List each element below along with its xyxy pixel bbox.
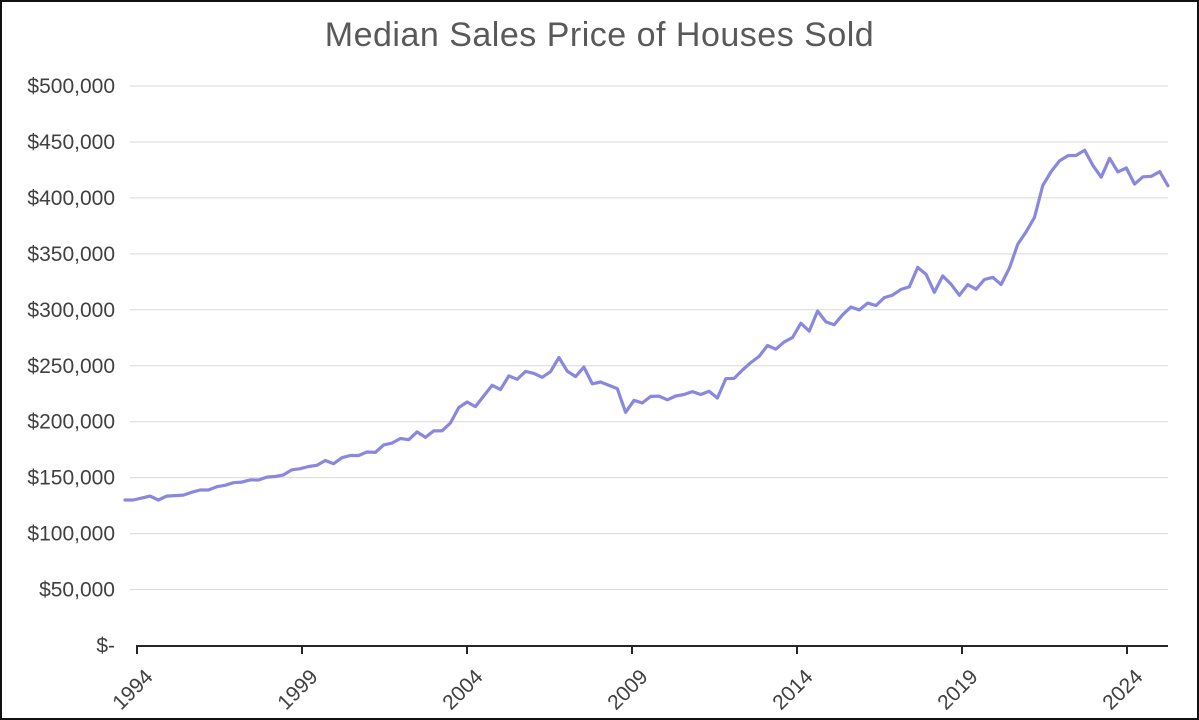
x-tick-label: 2009 (603, 665, 652, 714)
x-axis (136, 645, 1168, 654)
y-tick-label: $50,000 (39, 579, 115, 602)
y-tick-label: $300,000 (27, 299, 115, 322)
y-tick-label: $350,000 (27, 243, 115, 266)
price-series-line (123, 148, 1170, 502)
x-tick-label: 2019 (933, 665, 982, 714)
y-tick-label: $500,000 (27, 75, 115, 98)
x-tick-label: 2014 (768, 665, 818, 715)
x-tick-label: 2004 (438, 665, 488, 715)
y-tick-label: $450,000 (27, 131, 115, 154)
gridlines (130, 85, 1168, 591)
x-axis-labels: 1994 1999 2004 2009 2014 2019 2024 (108, 665, 1148, 715)
y-tick-label: $100,000 (27, 523, 115, 546)
x-tick-label: 2024 (1098, 665, 1148, 715)
y-tick-label: $250,000 (27, 355, 115, 378)
y-tick-label: $150,000 (27, 467, 115, 490)
y-tick-label: $- (96, 635, 115, 658)
x-tick-label: 1999 (273, 665, 322, 714)
y-axis-labels: $- $50,000 $100,000 $150,000 $200,000 $250,00… (27, 75, 115, 658)
y-tick-label: $200,000 (27, 411, 115, 434)
y-tick-label: $400,000 (27, 187, 115, 210)
x-tick-label: 1994 (108, 665, 158, 715)
